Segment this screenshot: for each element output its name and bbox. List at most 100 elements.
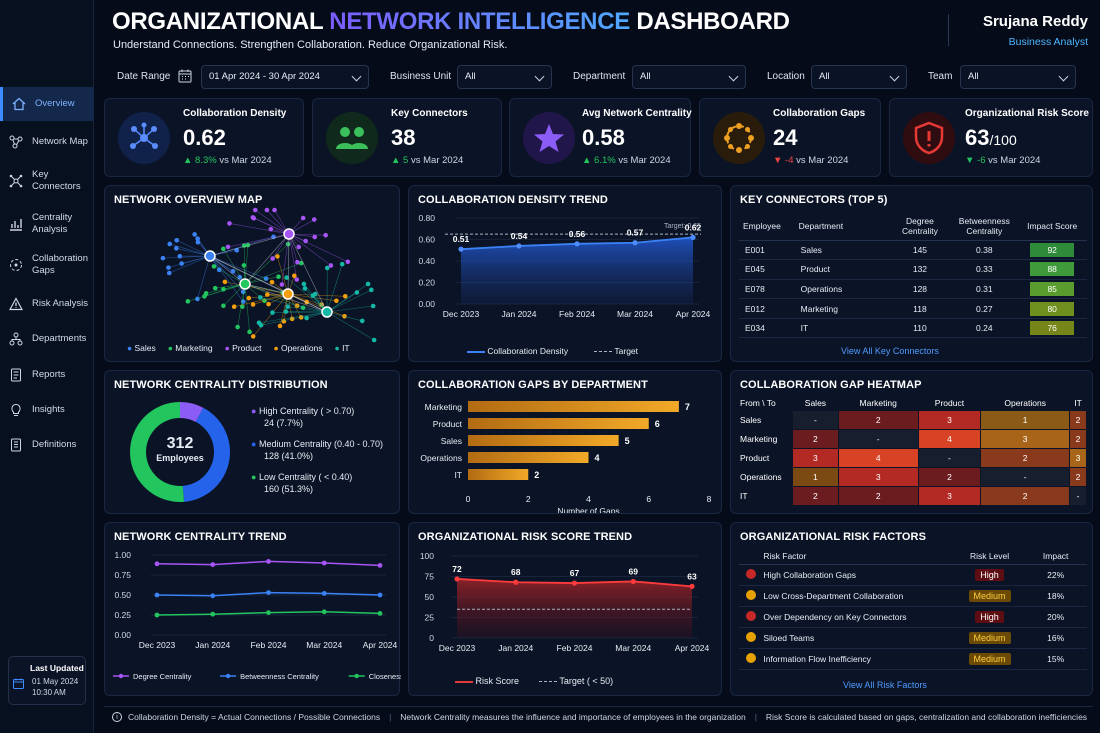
- gap-heatmap[interactable]: From \ To Sales Marketing Product Operations…: [739, 395, 1087, 506]
- heatmap-cell[interactable]: 2: [1070, 468, 1086, 486]
- donut-center-label: Employees: [156, 453, 204, 463]
- network-edge: [326, 311, 363, 322]
- heatmap-cell[interactable]: 2: [838, 411, 918, 429]
- heatmap-cell[interactable]: 3: [981, 430, 1070, 448]
- centrality-donut-chart[interactable]: [125, 397, 235, 507]
- sidebar-item-centrality-analysis[interactable]: Centrality Analysis: [0, 206, 94, 242]
- table-row[interactable]: E045 Product 132 0.33 88: [739, 260, 1087, 280]
- gaps-bar-chart[interactable]: 0 2 4 6 8 Number of Gaps Marketing 7 Product 6 Sal…: [409, 393, 723, 513]
- business-unit-select[interactable]: All: [457, 65, 552, 89]
- sidebar-item-risk-analysis[interactable]: Risk Analysis: [0, 287, 94, 321]
- department-select[interactable]: All: [632, 65, 746, 89]
- heatmap-cell[interactable]: 3: [1070, 449, 1086, 467]
- sidebar-item-network-map[interactable]: Network Map: [0, 125, 94, 159]
- network-node: [174, 246, 179, 251]
- heatmap-cell[interactable]: -: [981, 468, 1070, 486]
- heatmap-cell[interactable]: 2: [838, 487, 918, 505]
- network-edge: [209, 233, 290, 257]
- heatmap-cell[interactable]: 2: [793, 430, 838, 448]
- table-row[interactable]: Information Flow Inefficiency Medium 15%: [739, 648, 1087, 669]
- heatmap-cell[interactable]: 2: [981, 487, 1070, 505]
- risk-icon: [739, 606, 763, 627]
- heatmap-row: Sales -2 3 1 2: [740, 411, 1086, 429]
- heatmap-cell[interactable]: 3: [918, 487, 981, 505]
- date-range-select[interactable]: 01 Apr 2024 - 30 Apr 2024: [201, 65, 369, 89]
- sidebar-item-label: Reports: [32, 369, 66, 380]
- kpi-value: 24: [773, 125, 798, 150]
- location-select[interactable]: All: [811, 65, 907, 89]
- network-node: [230, 268, 236, 274]
- kpi-delta-vs: vs Mar 2024: [988, 155, 1041, 166]
- network-graph[interactable]: [105, 204, 401, 344]
- network-node: [250, 334, 256, 339]
- sidebar-item-insights[interactable]: Insights: [0, 393, 94, 427]
- legend-label: Degree Centrality: [133, 672, 192, 681]
- risk-trend-chart[interactable]: 0 25 50 75 100 Dec 2023 Jan 2024 Feb 2024 Mar 20…: [409, 545, 723, 665]
- kpi-card-organizational-risk-score[interactable]: Organizational Risk Score 63/100 ▼ -6 vs…: [889, 98, 1093, 177]
- heatmap-cell[interactable]: 2: [1070, 411, 1086, 429]
- table-row[interactable]: E034 IT 110 0.24 76: [739, 318, 1087, 338]
- legend-swatch-dot: [225, 673, 231, 679]
- table-cell: E078: [745, 283, 765, 294]
- heatmap-cell[interactable]: 3: [838, 468, 918, 486]
- calendar-icon[interactable]: [178, 69, 192, 83]
- heatmap-cell[interactable]: -: [793, 411, 838, 429]
- table-row[interactable]: E078 Operations 128 0.31 85: [739, 279, 1087, 299]
- kpi-card-collaboration-density[interactable]: Collaboration Density 0.62 ▲ 8.3% vs Mar…: [104, 98, 304, 177]
- sidebar-item-reports[interactable]: Reports: [0, 358, 94, 392]
- network-hub-node: [321, 306, 333, 318]
- heatmap-cell[interactable]: 2: [981, 449, 1070, 467]
- sidebar-item-key-connectors[interactable]: Key Connectors: [0, 163, 94, 199]
- sidebar-item-overview[interactable]: Overview: [0, 87, 94, 121]
- table-row[interactable]: Siloed Teams Medium 16%: [739, 627, 1087, 648]
- legend-item: ● Low Centrality ( < 0.40) 160 (51.3%): [251, 471, 383, 495]
- heatmap-cell[interactable]: 2: [918, 468, 981, 486]
- table-row[interactable]: Low Cross-Department Collaboration Medium…: [739, 585, 1087, 606]
- kpi-delta-vs: vs Mar 2024: [219, 155, 272, 166]
- centrality-trend-chart[interactable]: 0.00 0.25 0.50 0.75 1.00 Dec 2023 Jan 2024 Feb …: [105, 545, 401, 695]
- column-header: Employee: [743, 220, 781, 231]
- network-edge: [244, 283, 289, 295]
- network-edge: [244, 262, 302, 285]
- heatmap-cell[interactable]: -: [1070, 487, 1086, 505]
- user-name[interactable]: Srujana Reddy: [982, 13, 1088, 30]
- bar-value-label: 6: [655, 419, 660, 429]
- density-trend-chart[interactable]: 0.00 0.20 0.40 0.60 0.80 Dec 2023 Jan 2024 Feb …: [409, 208, 723, 326]
- heatmap-cell[interactable]: 2: [1070, 430, 1086, 448]
- heatmap-cell[interactable]: 1: [793, 468, 838, 486]
- network-edge: [206, 283, 246, 294]
- table-cell: Operations: [800, 283, 843, 294]
- data-point: [154, 592, 160, 598]
- heatmap-cell[interactable]: 3: [918, 411, 981, 429]
- heatmap-cell[interactable]: 2: [793, 487, 838, 505]
- heatmap-cell[interactable]: 3: [793, 449, 838, 467]
- network-node: [246, 295, 252, 301]
- table-cell: 0.33: [976, 264, 993, 275]
- view-all-key-connectors-link[interactable]: View All Key Connectors: [841, 346, 939, 356]
- kpi-card-key-connectors[interactable]: Key Connectors 38 ▲ 5 vs Mar 2024: [312, 98, 502, 177]
- table-cell: Product: [800, 264, 830, 275]
- table-row[interactable]: E001 Sales 145 0.38 92: [739, 240, 1087, 260]
- kpi-card-avg-network-centrality[interactable]: Avg Network Centrality 0.58 ▲ 6.1% vs Ma…: [509, 98, 692, 177]
- last-updated-date: 01 May 2024: [32, 677, 79, 686]
- table-row[interactable]: Over Dependency on Key Connectors High 20%: [739, 606, 1087, 627]
- chevron-down-icon: [728, 71, 739, 82]
- heatmap-cell[interactable]: 4: [838, 449, 918, 467]
- kpi-delta-vs: vs Mar 2024: [618, 155, 671, 166]
- table-row[interactable]: High Collaboration Gaps High 22%: [739, 564, 1087, 585]
- view-all-risk-factors-link[interactable]: View All Risk Factors: [843, 680, 927, 690]
- x-axis-label: Number of Gaps: [557, 506, 619, 513]
- sidebar-item-definitions[interactable]: Definitions: [0, 428, 94, 462]
- data-point: [377, 563, 383, 568]
- network-node: [277, 323, 283, 329]
- heatmap-cell[interactable]: -: [838, 430, 918, 448]
- sidebar-item-departments[interactable]: Departments: [0, 322, 94, 356]
- sidebar-item-collaboration-gaps[interactable]: Collaboration Gaps: [0, 247, 94, 283]
- heatmap-cell[interactable]: 1: [981, 411, 1070, 429]
- team-select[interactable]: All: [960, 65, 1076, 89]
- heatmap-column-header: Operations: [1004, 398, 1046, 408]
- heatmap-cell[interactable]: -: [918, 449, 981, 467]
- table-row[interactable]: E012 Marketing 118 0.27 80: [739, 299, 1087, 319]
- heatmap-cell[interactable]: 4: [918, 430, 981, 448]
- kpi-card-collaboration-gaps[interactable]: Collaboration Gaps 24 ▼ -4 vs Mar 2024: [699, 98, 881, 177]
